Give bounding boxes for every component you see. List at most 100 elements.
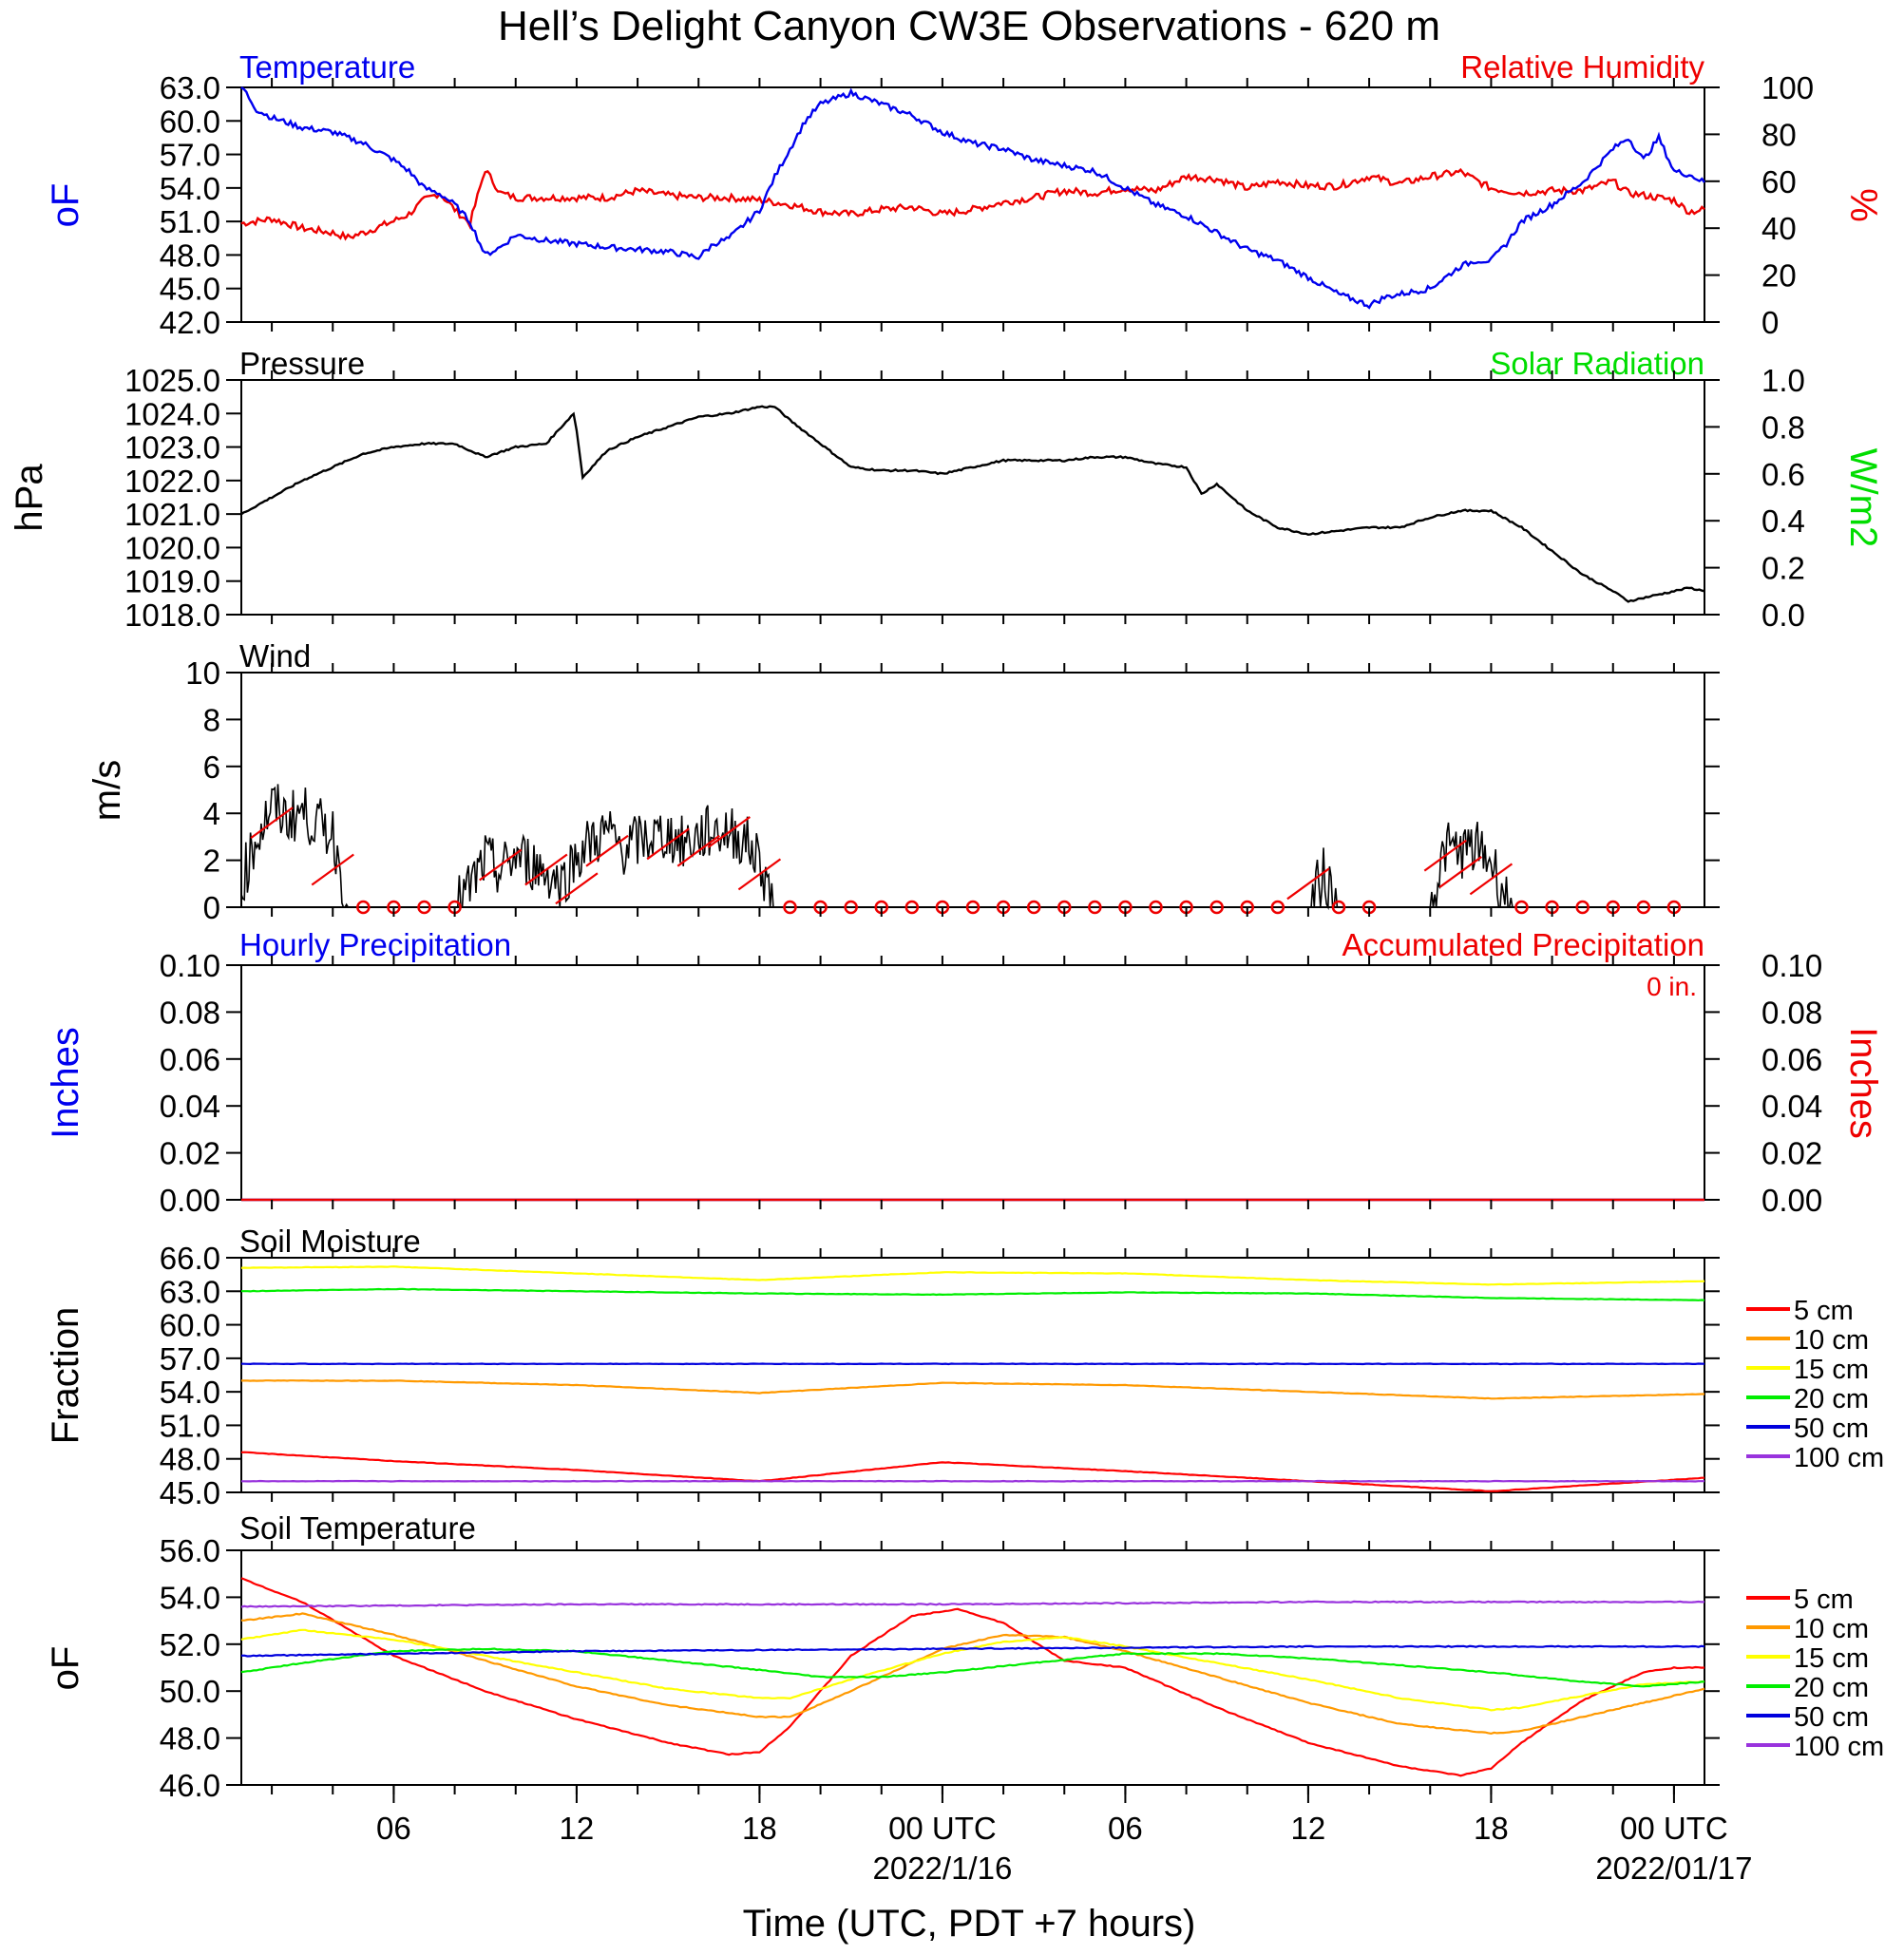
- panel-soil-temperature: Soil Temperature oF 56.0 54.0 52.0 50.0 48.0…: [45, 1510, 1884, 1803]
- y-tick-label: 0.08: [160, 995, 220, 1030]
- legend-label: 5 cm: [1794, 1585, 1854, 1615]
- soil-line: [240, 1647, 1705, 1688]
- x-tick-label: 18: [742, 1811, 777, 1846]
- humidity-unit: %: [1842, 188, 1884, 222]
- calm-wind-marker: [1209, 900, 1224, 915]
- legend-label: 50 cm: [1794, 1414, 1869, 1444]
- y-tick-label: 63.0: [160, 70, 220, 105]
- y-tick-label: 48.0: [160, 1721, 220, 1756]
- y-tick-label: 1025.0: [124, 363, 220, 398]
- wind-barb: [555, 872, 599, 905]
- soil-moisture-unit: Fraction: [45, 1307, 86, 1445]
- legend-label: 50 cm: [1794, 1702, 1869, 1733]
- panel-frame: [240, 86, 1705, 323]
- y-tick-label: 1022.0: [124, 464, 220, 499]
- y-tick-label: 1019.0: [124, 564, 220, 599]
- solar-ticks: 1.0 0.8 0.6 0.4 0.2 0.0: [1704, 363, 1805, 633]
- panel-temperature-humidity: Temperature Relative Humidity oF % 63.06…: [45, 49, 1884, 340]
- soil-moisture-title: Soil Moisture: [239, 1224, 421, 1259]
- y-tick-right-label: 20: [1761, 258, 1797, 294]
- wind-unit: m/s: [86, 760, 128, 821]
- accum-precip-title: Accumulated Precipitation: [1342, 927, 1704, 962]
- humidity-line: [240, 167, 1705, 241]
- accum-precip-ticks: 0.10 0.08 0.06 0.04 0.02 0.00: [1704, 948, 1822, 1218]
- y-tick-right-label: 80: [1761, 117, 1797, 152]
- x-axis-label: Time (UTC, PDT +7 hours): [743, 1903, 1196, 1945]
- accum-precip-value: 0 in.: [1647, 972, 1697, 1001]
- wind-barb: [646, 827, 690, 861]
- humidity-ticks: 100 80 60 40 20 0: [1704, 70, 1814, 340]
- y-tick-label: 66.0: [160, 1241, 220, 1276]
- legend-label: 20 cm: [1794, 1673, 1869, 1703]
- calm-wind-marker: [1575, 900, 1590, 915]
- y-tick-label: 57.0: [160, 1341, 220, 1376]
- legend-label: 100 cm: [1794, 1732, 1884, 1762]
- wind-barb: [737, 858, 782, 891]
- temperature-title: Temperature: [239, 49, 415, 85]
- y-tick-label: 56.0: [160, 1533, 220, 1568]
- soil-temperature-unit: oF: [45, 1646, 86, 1691]
- solar-title: Solar Radiation: [1490, 346, 1704, 381]
- pressure-ticks: 1025.01024.01023.01022.01021.01020.01019…: [124, 363, 241, 633]
- x-date-label: 2022/01/17: [1595, 1851, 1752, 1886]
- y-tick-label: 1024.0: [124, 396, 220, 431]
- wind-barb: [707, 816, 751, 848]
- soil-moisture-ticks: 66.063.060.057.054.051.048.045.0: [160, 1241, 1720, 1510]
- y-tick-label: 51.0: [160, 204, 220, 239]
- y-tick-label: 50.0: [160, 1674, 220, 1709]
- y-tick-right-label: 0.06: [1761, 1042, 1822, 1077]
- x-tick-label: 06: [376, 1811, 411, 1846]
- pressure-title: Pressure: [239, 346, 365, 381]
- pressure-series: [240, 405, 1705, 603]
- y-tick-label: 1020.0: [124, 530, 220, 565]
- calm-wind-marker: [356, 900, 371, 915]
- hourly-precip-ticks: 0.10 0.08 0.06 0.04 0.02 0.00: [160, 948, 241, 1218]
- solar-unit: W/m2: [1842, 448, 1884, 547]
- y-tick-right-label: 100: [1761, 70, 1814, 105]
- y-tick-label: 54.0: [160, 171, 220, 206]
- y-tick-label: 45.0: [160, 272, 220, 307]
- calm-wind-marker: [1270, 900, 1285, 915]
- y-tick-right-label: 60: [1761, 164, 1797, 199]
- y-tick-right-label: 0.6: [1761, 457, 1805, 492]
- calm-wind-marker: [1636, 900, 1651, 915]
- temperature-ticks: 63.060.057.054.051.048.045.042.0: [160, 70, 241, 340]
- wind-barb: [1469, 863, 1514, 896]
- wind-barb: [311, 853, 354, 886]
- calm-wind-marker: [965, 900, 981, 915]
- soil-line: [240, 1451, 1704, 1492]
- legend-label: 5 cm: [1794, 1296, 1854, 1326]
- y-tick-label: 6: [203, 750, 220, 785]
- temperature-line: [240, 86, 1705, 310]
- calm-wind-marker: [1026, 900, 1041, 915]
- panel-frame: [240, 1257, 1705, 1493]
- temp-rh-series: [240, 86, 1705, 310]
- y-tick-label: 0.04: [160, 1089, 220, 1124]
- wind-series: [240, 784, 1704, 915]
- y-tick-label: 0.02: [160, 1136, 220, 1171]
- panel-frame: [240, 964, 1705, 1201]
- y-tick-label: 0.00: [160, 1183, 220, 1218]
- soil-line: [240, 1644, 1705, 1658]
- calm-wind-marker: [1088, 900, 1102, 915]
- soil-temperature-ticks: 56.0 54.0 52.0 50.0 48.0 46.0: [160, 1533, 1720, 1803]
- calm-wind-marker: [783, 900, 797, 915]
- y-tick-label: 0.10: [160, 948, 220, 983]
- panel-soil-moisture: Soil Moisture Fraction 66.063.060.057.05…: [45, 1224, 1884, 1510]
- y-tick-label: 52.0: [160, 1627, 220, 1662]
- y-tick-label: 10: [185, 655, 220, 691]
- y-tick-label: 1018.0: [124, 598, 220, 633]
- pressure-line: [240, 405, 1705, 603]
- y-tick-label: 4: [203, 796, 220, 831]
- soil-line: [241, 1379, 1704, 1400]
- wind-barb: [585, 834, 629, 867]
- calm-wind-marker: [904, 900, 920, 915]
- temperature-unit: oF: [45, 183, 86, 228]
- calm-wind-marker: [417, 900, 431, 915]
- y-tick-label: 1021.0: [124, 497, 220, 532]
- y-tick-label: 48.0: [160, 237, 220, 273]
- x-tick-label: 00 UTC: [888, 1811, 997, 1846]
- humidity-title: Relative Humidity: [1460, 49, 1704, 85]
- legend-label: 10 cm: [1794, 1325, 1869, 1356]
